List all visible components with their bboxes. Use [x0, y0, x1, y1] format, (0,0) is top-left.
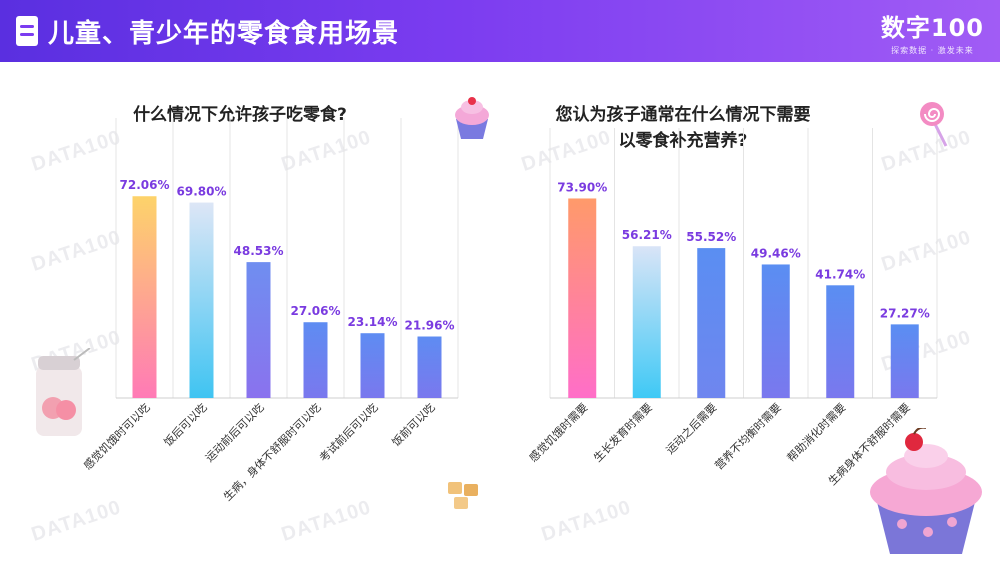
bar — [890, 324, 919, 398]
data-label: 56.21% — [622, 228, 672, 242]
data-label: 48.53% — [234, 244, 284, 258]
bar — [761, 264, 790, 398]
bar — [697, 248, 726, 398]
data-label: 55.52% — [686, 230, 736, 244]
page-title: 儿童、青少年的零食食用场景 — [48, 19, 400, 49]
cupcake-large-icon — [870, 428, 982, 554]
bar — [360, 333, 385, 398]
data-label: 27.06% — [291, 304, 341, 318]
title-marker-icon — [16, 16, 38, 46]
bar — [632, 246, 661, 398]
chart-title-left: 什么情况下允许孩子吃零食? — [133, 105, 347, 125]
category-label: 感觉饥饿时需要 — [526, 400, 590, 464]
category-label: 生长发育时需要 — [591, 400, 655, 464]
data-label: 23.14% — [348, 315, 398, 329]
data-label: 27.27% — [880, 306, 930, 320]
bar — [246, 262, 271, 398]
category-label: 运动之后需要 — [663, 400, 720, 457]
bar — [132, 196, 157, 398]
snack-cubes-icon — [448, 482, 478, 509]
bar — [303, 322, 328, 398]
data-label: 41.74% — [815, 267, 865, 281]
bar — [568, 198, 597, 398]
lollipop-icon — [920, 102, 948, 147]
bar — [189, 202, 214, 398]
chart-title-right: 您认为孩子通常在什么情况下需要以零食补充营养? — [555, 105, 811, 151]
header-bar: 儿童、青少年的零食食用场景 数字100 探索数据 · 激发未来 — [0, 0, 1000, 62]
brand-logo: 数字100 探索数据 · 激发未来 — [881, 8, 984, 56]
cupcake-small-icon — [455, 97, 489, 139]
category-label: 帮助消化时需要 — [784, 400, 848, 464]
bar — [826, 285, 855, 398]
data-label: 69.80% — [177, 185, 227, 199]
logo-text: 数字100 — [880, 14, 984, 42]
juice-can-icon — [36, 348, 91, 436]
data-label: 21.96% — [405, 319, 455, 333]
data-label: 73.90% — [557, 180, 607, 194]
logo-subtitle: 探索数据 · 激发未来 — [891, 46, 974, 55]
data-label: 72.06% — [120, 178, 170, 192]
bar — [417, 336, 442, 398]
data-label: 49.46% — [751, 246, 801, 260]
category-label: 营养不均衡时需要 — [712, 400, 784, 472]
